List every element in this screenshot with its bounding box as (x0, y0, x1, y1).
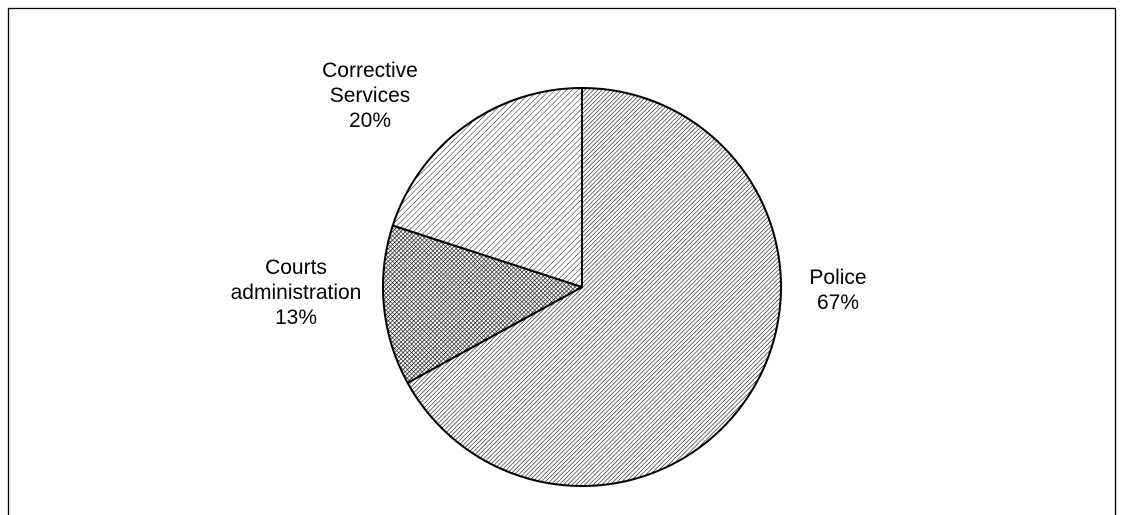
slice-label-courts-administration: Courts administration 13% (231, 256, 362, 329)
slice-label-corrective-services: Corrective Services 20% (322, 59, 418, 132)
pie-slice-corrective-services (391, 87, 583, 288)
pie (382, 87, 782, 487)
slice-label-police: Police 67% (809, 266, 866, 314)
slice-label-line: administration (231, 281, 362, 304)
slice-label-line: Corrective (322, 59, 418, 82)
slice-labels: Police 67% Courts administration 13% Correcti… (231, 59, 867, 329)
pie-slice-courts-administration (382, 224, 583, 384)
slice-label-line: Courts (265, 256, 327, 279)
slice-label-line: Services (330, 84, 411, 107)
slice-label-line: Police (809, 266, 866, 289)
slice-label-line: 13% (275, 306, 317, 329)
slice-label-line: 67% (817, 291, 859, 314)
slice-label-line: 20% (349, 109, 391, 132)
pie-slice-police (406, 87, 782, 487)
